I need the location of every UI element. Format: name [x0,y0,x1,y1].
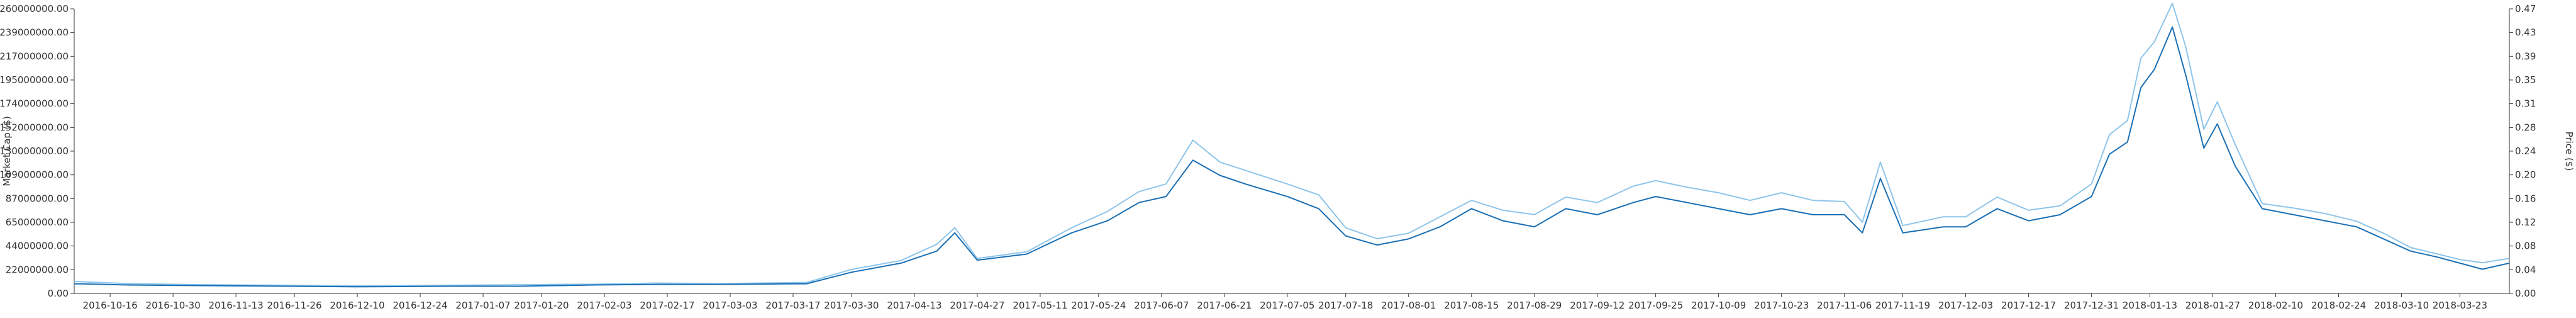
x-tick-label: 2017-07-05 [1260,300,1314,311]
right-tick-label: 0.31 [2515,98,2536,110]
left-tick-label: 174000000.00 [0,98,69,110]
right-tick-label: 0.39 [2515,50,2536,62]
x-tick-label: 2017-02-17 [640,300,694,311]
left-tick-label: 109000000.00 [0,169,69,181]
left-tick-label: 0.00 [48,288,69,299]
x-tick-label: 2018-02-10 [2248,300,2303,311]
right-tick-label: 0.24 [2515,145,2536,157]
right-axis-title: Price ($) [2563,132,2575,171]
x-tick-label: 2016-11-26 [267,300,321,311]
x-tick-label: 2017-04-27 [950,300,1004,311]
right-tick-label: 0.04 [2515,264,2536,275]
right-tick-label: 0.12 [2515,217,2536,228]
x-tick-label: 2017-03-03 [702,300,757,311]
x-tick-label: 2017-02-03 [577,300,631,311]
series-line-price [74,26,2510,288]
x-tick-label: 2018-01-13 [2123,300,2177,311]
x-tick-label: 2017-11-06 [1817,300,1872,311]
x-tick-label: 2017-05-24 [1071,300,1126,311]
x-tick-label: 2017-10-23 [1754,300,1809,311]
right-tick-label: 0.16 [2515,193,2536,204]
left-tick-label: 239000000.00 [0,27,69,38]
series-line-market-cap [74,3,2510,287]
right-tick-label: 0.20 [2515,169,2536,181]
x-tick-label: 2017-01-07 [456,300,511,311]
left-tick-label: 195000000.00 [0,74,69,86]
left-tick-label: 22000000.00 [6,264,69,275]
left-y-axis: 0.00 22000000.00 44000000.00 65000000.00 870… [0,3,75,299]
x-axis: 2016-10-16 2016-10-30 2016-11-13 2016-11-26… [74,293,2509,311]
left-axis-title: Market Cap ($) [1,116,13,186]
right-y-axis: 0.00 0.04 0.08 0.12 0.16 0.20 0.24 0.28 0.31 0.35… [2509,3,2536,299]
x-tick-label: 2017-08-29 [1507,300,1562,311]
x-tick-label: 2018-03-10 [2374,300,2429,311]
left-tick-label: 65000000.00 [6,217,69,228]
x-tick-label: 2017-12-31 [2064,300,2119,311]
x-tick-label: 2018-01-27 [2185,300,2240,311]
right-tick-label: 0.08 [2515,241,2536,252]
x-tick-label: 2016-10-16 [83,300,138,311]
x-tick-label: 2016-11-13 [209,300,264,311]
x-tick-label: 2017-10-09 [1691,300,1746,311]
x-tick-label: 2017-01-20 [514,300,569,311]
right-tick-label: 0.28 [2515,122,2536,133]
x-tick-label: 2016-10-30 [146,300,201,311]
series-layer [74,3,2510,288]
x-tick-label: 2017-09-25 [1628,300,1683,311]
left-tick-label: 217000000.00 [0,50,69,62]
x-tick-label: 2018-02-24 [2311,300,2366,311]
x-tick-label: 2017-06-07 [1134,300,1189,311]
x-tick-label: 2016-12-24 [392,300,447,311]
x-tick-label: 2017-08-01 [1381,300,1436,311]
x-tick-label: 2017-09-12 [1570,300,1624,311]
left-tick-label: 130000000.00 [0,145,69,157]
x-tick-label: 2017-06-21 [1197,300,1252,311]
x-tick-label: 2017-12-17 [2001,300,2056,311]
x-tick-label: 2017-11-19 [1875,300,1930,311]
left-tick-label: 152000000.00 [0,122,69,133]
x-tick-label: 2017-04-13 [887,300,941,311]
left-tick-label: 87000000.00 [6,193,69,204]
left-tick-label: 260000000.00 [0,3,69,14]
right-tick-label: 0.47 [2515,3,2536,14]
x-tick-label: 2017-05-11 [1013,300,1067,311]
x-tick-label: 2016-12-10 [330,300,384,311]
x-tick-label: 2017-08-15 [1444,300,1499,311]
right-tick-label: 0.43 [2515,27,2536,38]
x-tick-label: 2017-07-18 [1318,300,1373,311]
left-tick-label: 44000000.00 [6,241,69,252]
right-tick-label: 0.00 [2515,288,2536,299]
right-tick-label: 0.35 [2515,74,2536,86]
x-tick-label: 2017-12-03 [1938,300,1993,311]
x-tick-label: 2017-03-30 [824,300,879,311]
x-tick-label: 2017-03-17 [765,300,820,311]
x-tick-label: 2018-03-23 [2433,300,2487,311]
